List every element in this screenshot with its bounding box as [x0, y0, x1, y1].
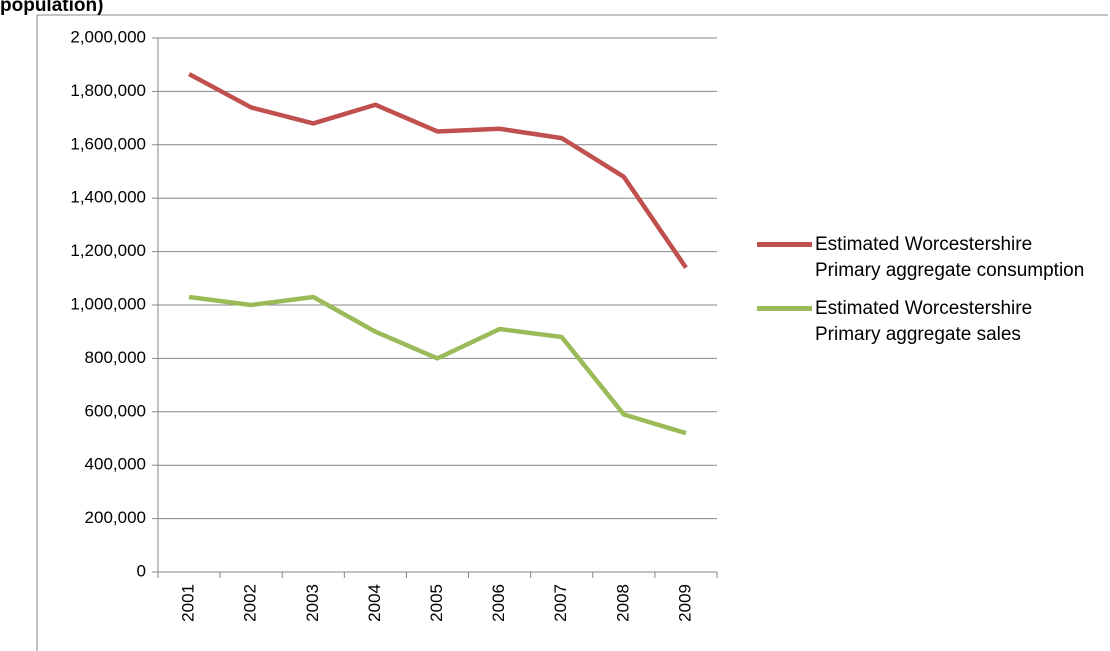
y-tick-label: 600,000 — [85, 401, 146, 420]
legend-label: Estimated Worcestershire Primary aggrega… — [815, 234, 1085, 281]
x-tick-label: 2003 — [303, 584, 322, 622]
y-tick-label: 1,600,000 — [70, 134, 146, 153]
legend-entry: Estimated Worcestershire Primary aggrega… — [757, 296, 1107, 348]
x-tick-label: 2006 — [489, 584, 508, 622]
y-tick-label: 1,200,000 — [70, 241, 146, 260]
legend-label: Estimated Worcestershire Primary aggrega… — [815, 298, 1033, 345]
x-tick-label: 2005 — [427, 584, 446, 622]
x-tick-label: 2001 — [179, 584, 198, 622]
y-tick-label: 800,000 — [85, 348, 146, 367]
y-tick-label: 200,000 — [85, 508, 146, 527]
y-tick-label: 1,400,000 — [70, 188, 146, 207]
y-tick-label: 0 — [137, 561, 146, 580]
x-tick-label: 2007 — [551, 584, 570, 622]
y-tick-label: 1,000,000 — [70, 294, 146, 313]
x-tick-label: 2009 — [675, 584, 694, 622]
x-tick-label: 2008 — [613, 584, 632, 622]
x-tick-label: 2002 — [241, 584, 260, 622]
legend-swatch — [757, 306, 812, 311]
y-tick-label: 2,000,000 — [70, 27, 146, 46]
y-tick-label: 400,000 — [85, 455, 146, 474]
chart-title: population) — [0, 0, 103, 16]
legend: Estimated Worcestershire Primary aggrega… — [757, 232, 1107, 360]
legend-entry: Estimated Worcestershire Primary aggrega… — [757, 232, 1107, 284]
series-line — [188, 294, 687, 436]
y-tick-label: 1,800,000 — [70, 81, 146, 100]
series-line — [187, 72, 688, 269]
x-tick-label: 2004 — [365, 584, 384, 622]
legend-swatch — [757, 242, 812, 247]
